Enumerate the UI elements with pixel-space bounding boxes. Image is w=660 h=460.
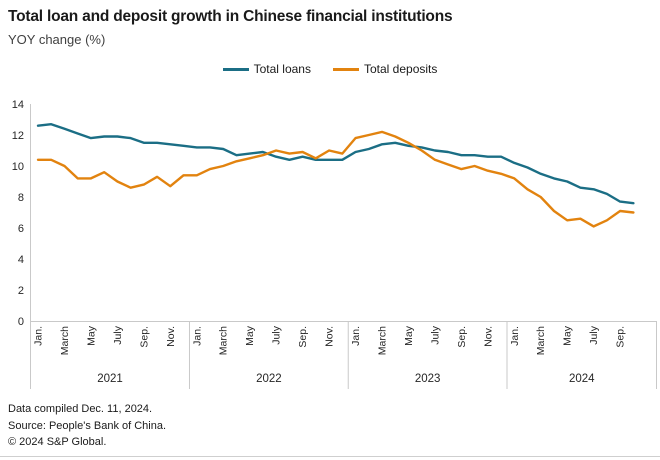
x-month-label: Nov. <box>324 326 336 347</box>
x-month-label: Sep. <box>456 326 468 348</box>
x-year-label: 2022 <box>256 373 282 385</box>
x-year-label: 2021 <box>97 373 123 385</box>
x-month-label: July <box>588 325 600 344</box>
y-tick-label: 0 <box>18 316 24 328</box>
y-tick-label: 12 <box>12 130 24 142</box>
x-month-label: July <box>271 325 283 344</box>
x-month-label: Jan. <box>33 326 45 346</box>
legend-item-total-loans: Total loans <box>222 62 311 76</box>
y-tick-label: 8 <box>18 192 24 204</box>
x-month-label: March <box>218 326 230 355</box>
x-month-label: May <box>403 325 415 346</box>
x-month-label: Jan. <box>350 326 362 346</box>
legend-item-total-deposits: Total deposits <box>332 62 438 76</box>
x-year-label: 2024 <box>569 373 595 385</box>
x-month-label: Sep. <box>615 326 627 348</box>
total-deposits-line <box>36 130 635 228</box>
chart-subtitle: YOY change (%) <box>8 32 106 47</box>
total-loans-line <box>36 123 635 205</box>
line-chart: 0 2 4 6 8 10 12 14 2021 2022 2023 2024 Jan. March May J… <box>12 99 657 389</box>
chart-legend: Total loans Total deposits <box>0 62 660 76</box>
x-month-label: July <box>112 325 124 344</box>
x-month-label: Nov. <box>165 326 177 347</box>
x-month-label: Jan. <box>509 326 521 346</box>
x-month-label: May <box>85 325 97 346</box>
x-month-label: March <box>59 326 71 355</box>
x-month-label: Jan. <box>191 326 203 346</box>
x-month-label: March <box>376 326 388 355</box>
x-month-label: May <box>244 325 256 346</box>
footnote-data-compiled: Data compiled Dec. 11, 2024. <box>8 403 153 415</box>
x-month-label: May <box>562 325 574 346</box>
total-deposits-swatch <box>332 67 359 71</box>
chart-footnotes: Data compiled Dec. 11, 2024. Source: Peo… <box>8 401 166 451</box>
x-month-label: March <box>535 326 547 355</box>
legend-label-total-loans: Total loans <box>253 62 311 76</box>
bottom-divider <box>0 456 660 457</box>
x-month-label: July <box>429 325 441 344</box>
x-month-label: Sep. <box>297 326 309 348</box>
footnote-source: Source: People's Bank of China. <box>8 419 167 432</box>
x-year-label: 2023 <box>415 373 441 385</box>
chart-title: Total loan and deposit growth in Chinese… <box>8 8 453 25</box>
y-tick-label: 6 <box>18 223 24 235</box>
total-loans-swatch <box>222 67 249 71</box>
y-tick-label: 2 <box>18 285 24 297</box>
footnote-copyright: © 2024 S&P Global. <box>8 436 107 448</box>
x-month-label: Nov. <box>482 326 494 347</box>
y-tick-label: 10 <box>12 161 24 173</box>
legend-label-total-deposits: Total deposits <box>363 62 438 76</box>
y-tick-label: 14 <box>12 99 24 111</box>
x-month-label: Sep. <box>138 326 150 348</box>
y-tick-label: 4 <box>18 254 24 266</box>
